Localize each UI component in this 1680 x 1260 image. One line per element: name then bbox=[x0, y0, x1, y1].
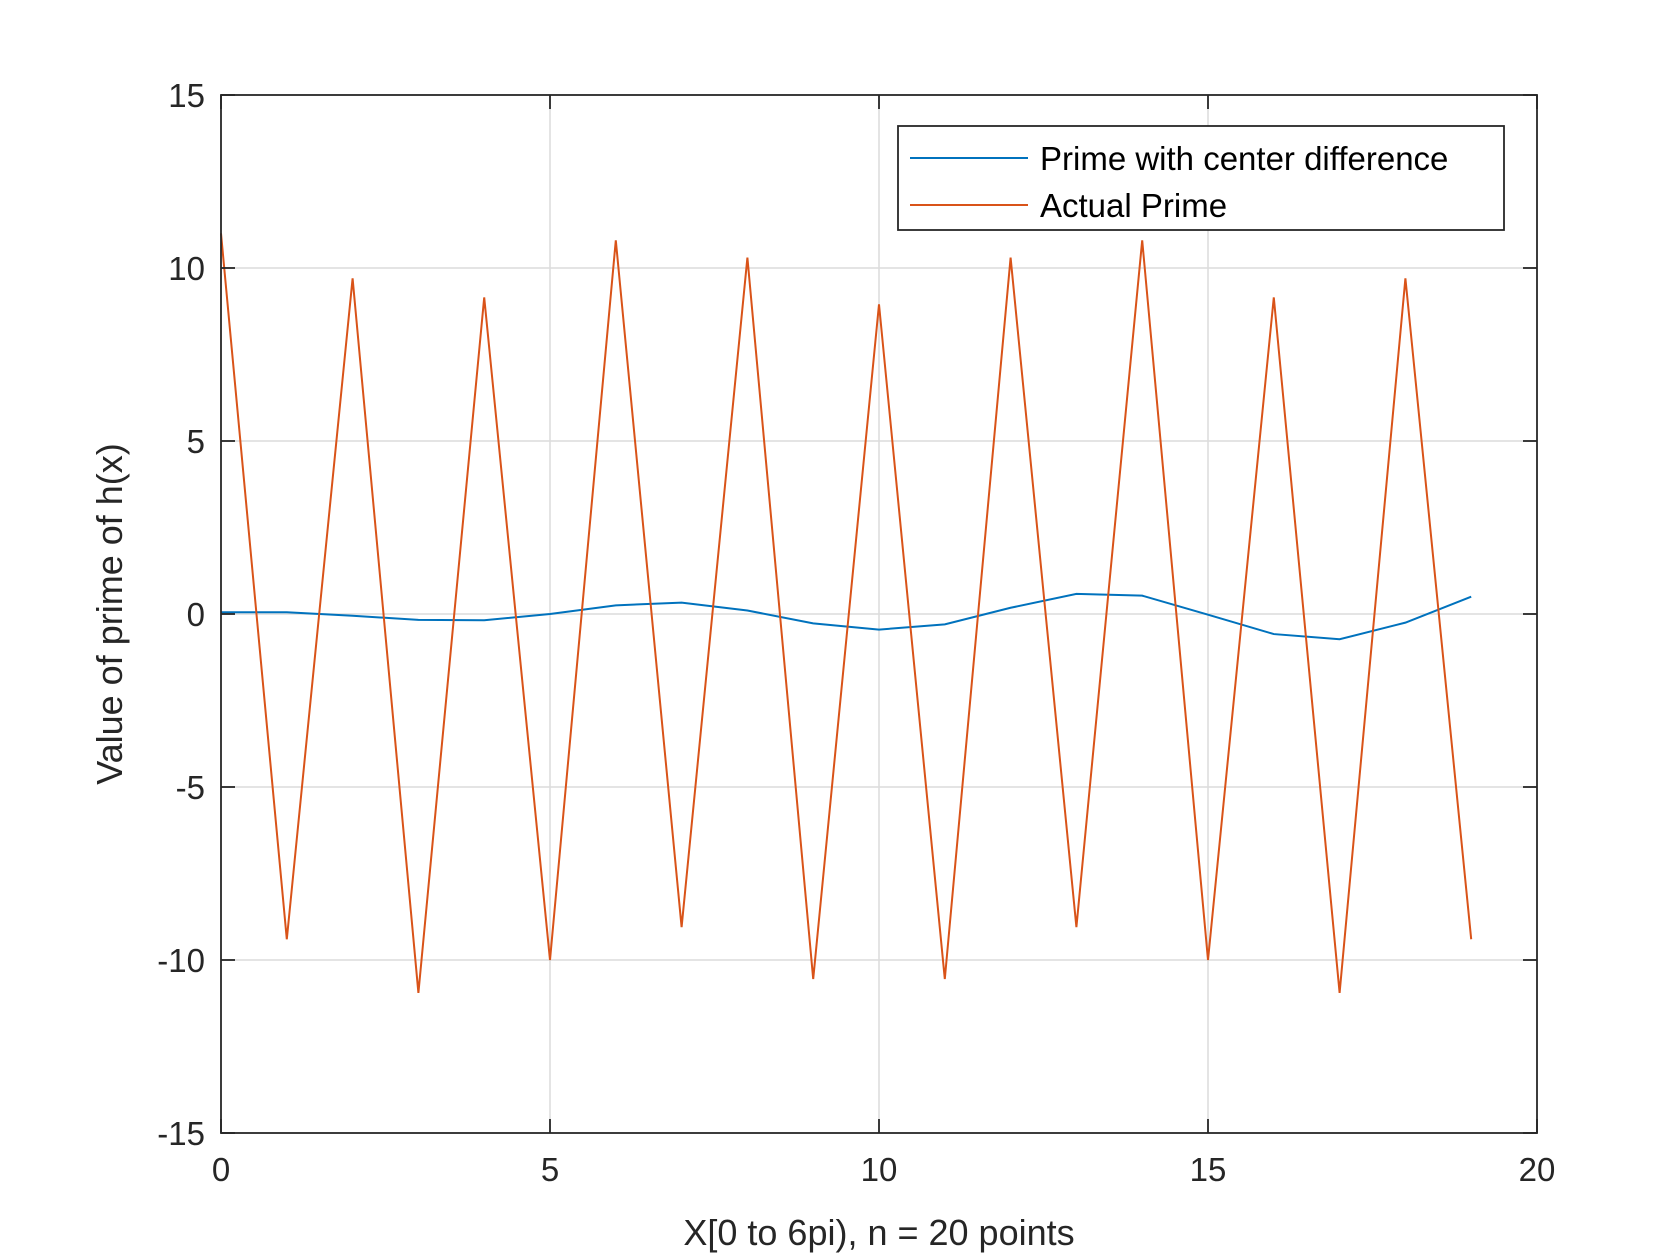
y-tick-label: 15 bbox=[168, 77, 205, 114]
y-tick-label: -10 bbox=[157, 942, 205, 979]
y-tick-label: 0 bbox=[187, 596, 205, 633]
legend-label-2: Actual Prime bbox=[1040, 187, 1227, 224]
y-axis-label: Value of prime of h(x) bbox=[89, 443, 130, 784]
series-line-1 bbox=[221, 592, 1472, 641]
x-axis-label: X[0 to 6pi), n = 20 points bbox=[683, 1212, 1074, 1253]
y-tick-label: 5 bbox=[187, 423, 205, 460]
y-tick-label: -5 bbox=[176, 769, 205, 806]
series-line-2 bbox=[220, 233, 1473, 993]
x-tick-label: 20 bbox=[1519, 1151, 1556, 1188]
axes bbox=[220, 94, 1538, 1134]
x-tick-label: 0 bbox=[212, 1151, 230, 1188]
legend-label-1: Prime with center difference bbox=[1040, 140, 1448, 177]
x-tick-label: 5 bbox=[541, 1151, 559, 1188]
legend-box bbox=[897, 125, 1505, 231]
x-tick-label: 15 bbox=[1190, 1151, 1227, 1188]
x-tick-label: 10 bbox=[861, 1151, 898, 1188]
tick-labels: 0 5 10 15 20 -15 -10 -5 0 5 10 15 bbox=[157, 77, 1555, 1188]
y-tick-label: 10 bbox=[168, 250, 205, 287]
data-series bbox=[220, 233, 1473, 993]
y-tick-label: -15 bbox=[157, 1115, 205, 1152]
legend: Prime with center difference Actual Prime bbox=[897, 125, 1505, 231]
